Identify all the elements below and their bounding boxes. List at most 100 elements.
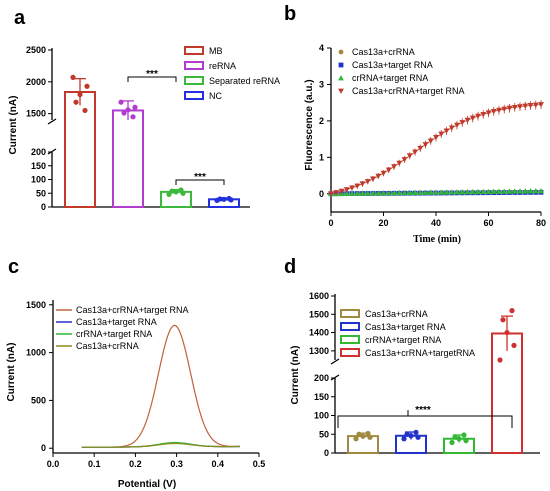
chart-a-legend: MB reRNA Separated reRNA NC [184, 46, 280, 101]
c-xtick-label: 0.1 [88, 459, 101, 469]
d-data-point [452, 434, 458, 440]
chart-b-ylabel: Fluorescence (a.u.) [304, 79, 315, 170]
chart-d-annotations: **** [337, 405, 513, 428]
d-legend-swatch [340, 335, 360, 344]
chart-b-legend: Cas13a+crRNA Cas13a+target RNA crRNA+targe… [338, 47, 465, 96]
a-significance-bracket [175, 179, 225, 185]
chart-c: Current (nA) Potential (V) 0500100015000… [6, 300, 265, 490]
d-data-point [461, 432, 467, 438]
d-axis-break-mark [330, 358, 340, 365]
chart-d-bars [347, 308, 523, 454]
chart-d-legend: Cas13a+crRNA Cas13a+target RNA crRNA+targe… [340, 309, 475, 358]
a-legend-label: Separated reRNA [209, 76, 280, 86]
b-ytick-label: 3 [319, 79, 324, 89]
panel-letter-c: c [8, 256, 19, 278]
d-data-point [497, 357, 503, 363]
a-ytick-label: 100 [31, 175, 46, 185]
chart-c-series [81, 324, 240, 448]
b-data-point [375, 190, 382, 196]
chart-c-axes [52, 300, 259, 454]
b-ytick-label: 1 [319, 152, 324, 162]
c-xtick-label: 0.4 [212, 459, 225, 469]
b-data-point [328, 191, 334, 197]
d-ytick-label: 150 [314, 392, 329, 402]
a-data-point [173, 189, 179, 195]
b-data-point [459, 189, 466, 195]
chart-d-yticks: 0 50 100 150 200 1300 1400 1500 1600 [309, 291, 335, 458]
c-legend-label: Cas13a+target RNA [76, 317, 157, 327]
a-legend-swatch [184, 46, 204, 55]
d-data-point [511, 342, 517, 348]
a-data-point [221, 196, 227, 202]
d-data-point [360, 433, 366, 439]
a-data-point [118, 99, 124, 105]
a-legend-label: NC [209, 91, 222, 101]
a-ytick-label: 0 [41, 202, 46, 212]
c-xtick-label: 0.3 [170, 459, 183, 469]
chart-d: Current (nA) 0 50 100 150 200 1300 1400 1500 160… [290, 291, 540, 458]
chart-a-annotations: *** *** [127, 69, 225, 185]
a-legend-swatch [184, 76, 204, 85]
a-data-point [82, 107, 88, 114]
d-data-point [463, 438, 469, 444]
b-data-point [475, 188, 481, 195]
a-data-point [70, 74, 76, 80]
d-data-point [500, 317, 506, 323]
b-data-point [406, 189, 413, 196]
b-xtick-label: 20 [378, 218, 388, 228]
b-data-point [354, 190, 361, 196]
b-ytick-label: 2 [319, 116, 324, 126]
b-data-point [359, 190, 366, 196]
b-data-point [454, 189, 460, 195]
d-ytick-label: 1600 [309, 291, 329, 301]
a-significance-stars: *** [146, 69, 158, 80]
c-xtick-label: 0.0 [47, 459, 60, 469]
chart-a-ylabel: Current (nA) [8, 96, 19, 155]
c-legend-label: crRNA+target RNA [76, 329, 152, 339]
d-significance-stars: **** [415, 405, 431, 416]
b-xtick-label: 0 [328, 218, 333, 228]
b-xtick-label: 40 [431, 218, 441, 228]
d-ytick-label: 200 [314, 373, 329, 383]
d-data-point [356, 431, 362, 437]
d-data-point [415, 434, 421, 440]
a-data-point [217, 196, 223, 202]
a-ytick-label: 1500 [26, 109, 46, 119]
d-data-point [401, 436, 407, 442]
b-data-point [538, 187, 544, 194]
a-legend-swatch [184, 61, 204, 70]
b-data-point [443, 189, 450, 195]
a-axis-break-mark [47, 118, 57, 125]
d-legend-swatch [340, 322, 360, 331]
b-ytick-label: 0 [319, 189, 324, 199]
a-data-point [121, 110, 127, 116]
chart-a: Current (nA) 0 50 100 150 200 1500 2000 2500 MB… [8, 45, 280, 212]
a-legend-swatch [184, 91, 204, 100]
d-legend-label: Cas13a+crRNA [365, 309, 428, 319]
a-data-point [73, 99, 79, 105]
d-data-point [353, 436, 359, 442]
a-legend-label: reRNA [209, 61, 236, 71]
d-data-point [449, 439, 455, 446]
d-legend-label: Cas13a+target RNA [365, 322, 446, 332]
c-xtick-label: 0.2 [129, 459, 142, 469]
a-data-point [84, 83, 90, 89]
d-legend-swatch [340, 309, 360, 318]
b-legend-marker [338, 88, 344, 94]
a-bar [112, 109, 144, 208]
a-ytick-label: 200 [31, 147, 46, 157]
d-significance-bracket [337, 415, 513, 428]
a-legend-label: MB [209, 46, 223, 56]
chart-c-ticks: 0 500 1000 1500 0.0 0.1 0.2 0.3 0.4 0.5 [26, 300, 265, 469]
chart-a-yticks: 0 50 100 150 200 1500 2000 2500 [26, 45, 52, 212]
d-ytick-label: 1400 [309, 328, 329, 338]
a-significance-bracket [127, 76, 177, 82]
d-legend-swatch [340, 348, 360, 357]
b-legend-marker [338, 62, 344, 68]
chart-b-series [328, 100, 544, 197]
c-legend-label: Cas13a+crRNA [76, 341, 139, 351]
b-legend-label: Cas13a+crRNA+target RNA [352, 86, 465, 96]
b-xtick-label: 60 [483, 218, 493, 228]
